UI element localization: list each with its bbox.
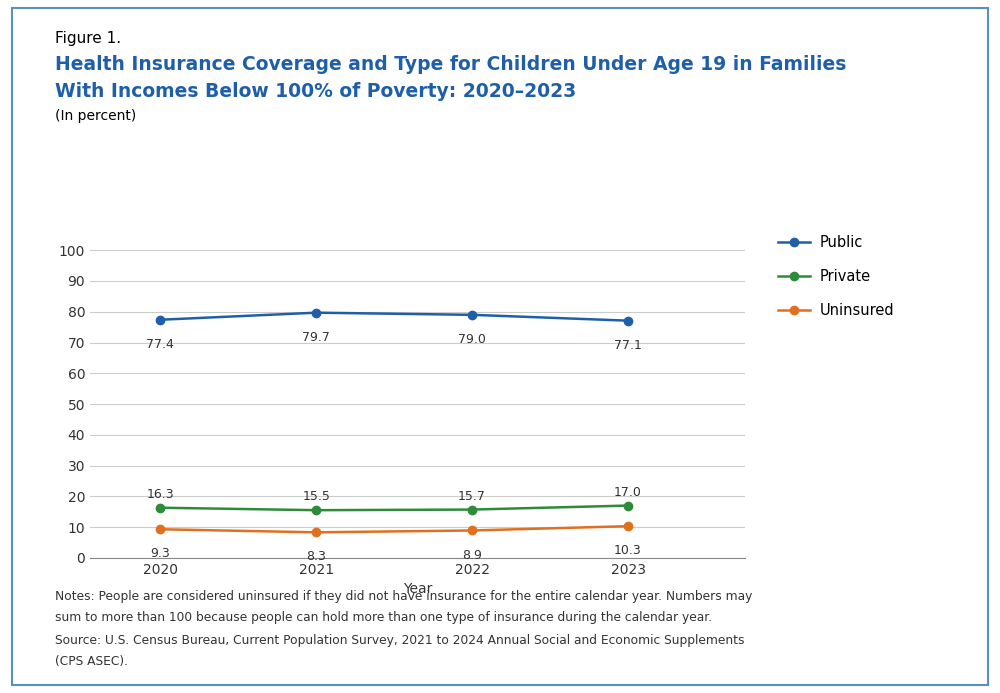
Text: Source: U.S. Census Bureau, Current Population Survey, 2021 to 2024 Annual Socia: Source: U.S. Census Bureau, Current Popu… bbox=[55, 634, 744, 647]
Text: 15.7: 15.7 bbox=[458, 490, 486, 502]
X-axis label: Year: Year bbox=[403, 582, 432, 596]
Legend: Public, Private, Uninsured: Public, Private, Uninsured bbox=[772, 229, 901, 324]
Text: 15.5: 15.5 bbox=[302, 490, 330, 503]
Text: 8.3: 8.3 bbox=[306, 550, 326, 563]
Text: sum to more than 100 because people can hold more than one type of insurance dur: sum to more than 100 because people can … bbox=[55, 611, 712, 624]
Text: Notes: People are considered uninsured if they did not have insurance for the en: Notes: People are considered uninsured i… bbox=[55, 590, 752, 604]
Text: 77.4: 77.4 bbox=[146, 337, 174, 351]
Text: 8.9: 8.9 bbox=[462, 549, 482, 561]
Text: 79.0: 79.0 bbox=[458, 333, 486, 346]
Text: 17.0: 17.0 bbox=[614, 486, 642, 499]
Text: 16.3: 16.3 bbox=[146, 488, 174, 501]
Text: 79.7: 79.7 bbox=[302, 331, 330, 344]
Text: Figure 1.: Figure 1. bbox=[55, 31, 121, 46]
Text: With Incomes Below 100% of Poverty: 2020–2023: With Incomes Below 100% of Poverty: 2020… bbox=[55, 82, 576, 100]
Text: (CPS ASEC).: (CPS ASEC). bbox=[55, 655, 128, 668]
Text: 9.3: 9.3 bbox=[150, 547, 170, 561]
Text: Health Insurance Coverage and Type for Children Under Age 19 in Families: Health Insurance Coverage and Type for C… bbox=[55, 55, 846, 74]
Text: 10.3: 10.3 bbox=[614, 544, 642, 557]
Text: 77.1: 77.1 bbox=[614, 339, 642, 352]
Text: (In percent): (In percent) bbox=[55, 109, 136, 123]
